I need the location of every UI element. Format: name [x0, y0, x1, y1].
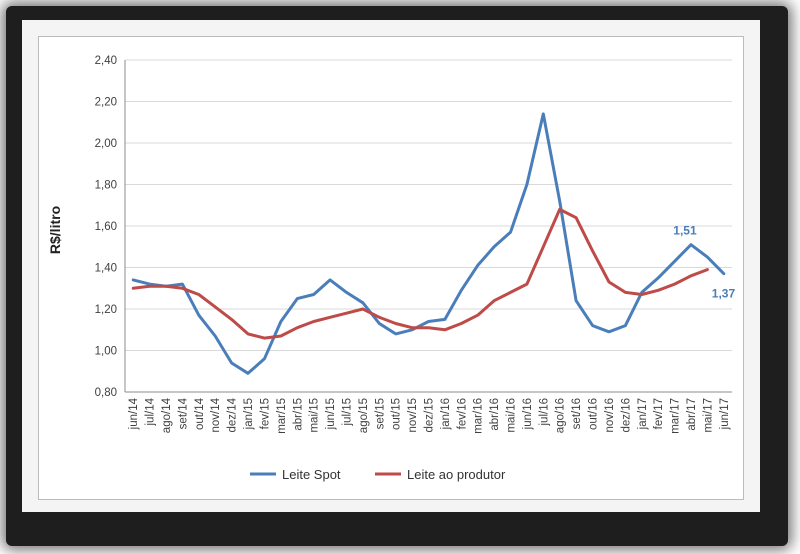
- x-tick-label: out/15: [391, 398, 403, 430]
- x-tick-label: jul/14: [145, 397, 157, 426]
- x-tick-label: mai/15: [309, 398, 321, 433]
- x-tick-label: abr/17: [686, 398, 698, 431]
- x-tick-label: dez/16: [620, 398, 632, 433]
- x-tick-label: abr/15: [292, 398, 304, 431]
- y-tick-label: 1,40: [95, 263, 117, 275]
- x-tick-label: nov/16: [604, 398, 616, 433]
- y-tick-label: 2,20: [95, 97, 117, 109]
- data-label: 1,37: [712, 287, 736, 301]
- x-tick-label: abr/16: [489, 398, 501, 431]
- x-tick-label: nov/14: [210, 397, 222, 432]
- gridlines: [125, 59, 732, 351]
- y-tick-labels: 0,80 1,00 1,20 1,40 1,60 1,80 2,00 2,20 2,40: [95, 55, 117, 399]
- x-tick-label: jun/17: [719, 398, 731, 430]
- axes: [124, 60, 732, 393]
- x-tick-label: jan/15: [243, 398, 255, 430]
- y-tick-label: 1,00: [95, 346, 117, 358]
- x-tick-label: fev/17: [653, 398, 665, 429]
- x-tick-label: jul/15: [341, 398, 353, 427]
- legend-entry: Leite Spot: [282, 467, 341, 482]
- x-tick-label: out/16: [588, 398, 600, 430]
- x-tick-label: dez/14: [227, 397, 239, 432]
- y-tick-label: 1,80: [95, 180, 117, 192]
- y-tick-label: 1,20: [95, 304, 117, 316]
- series-line-leite-ao-produtor: [131, 207, 709, 340]
- x-tick-label: jan/17: [637, 398, 649, 430]
- legend-entry: Leite ao produtor: [407, 467, 506, 482]
- x-tick-label: nov/15: [407, 398, 419, 433]
- y-tick-label: 0,80: [95, 387, 117, 399]
- x-tick-labels: jun/14 jul/14 ago/14 set/14 out/14 nov/14 dez/…: [128, 397, 731, 433]
- series-lines: [131, 112, 726, 375]
- x-tick-label: mar/15: [276, 398, 288, 434]
- x-tick-label: fev/16: [456, 398, 468, 429]
- y-tick-label: 2,00: [95, 138, 117, 150]
- x-tick-label: set/15: [374, 398, 386, 429]
- series-line-leite-spot: [131, 112, 726, 375]
- y-axis-label: R$/litro: [47, 206, 63, 254]
- x-tick-label: set/16: [571, 398, 583, 429]
- x-tick-label: fev/15: [259, 398, 271, 429]
- x-tick-label: dez/15: [424, 398, 436, 433]
- x-tick-label: jun/15: [325, 398, 337, 430]
- data-labels: 1,51 1,37: [673, 224, 735, 301]
- x-tick-label: out/14: [194, 397, 206, 430]
- y-tick-label: 1,60: [95, 221, 117, 233]
- data-label: 1,51: [673, 224, 697, 238]
- x-tick-label: ago/14: [161, 397, 173, 433]
- x-tick-label: mai/17: [702, 398, 714, 433]
- x-tick-label: ago/16: [555, 398, 567, 433]
- x-tick-label: mai/16: [506, 398, 518, 433]
- x-tick-label: mar/17: [670, 398, 682, 434]
- x-tick-label: jun/14: [128, 397, 140, 430]
- legend: Leite Spot Leite ao produtor: [250, 467, 506, 482]
- x-tick-label: jul/16: [538, 398, 550, 427]
- x-tick-label: ago/15: [358, 398, 370, 433]
- x-tick-label: jun/16: [522, 398, 534, 430]
- x-tick-label: jan/16: [440, 398, 452, 430]
- y-tick-label: 2,40: [95, 55, 117, 67]
- x-tick-label: mar/16: [473, 398, 485, 434]
- x-tick-label: set/14: [177, 397, 189, 429]
